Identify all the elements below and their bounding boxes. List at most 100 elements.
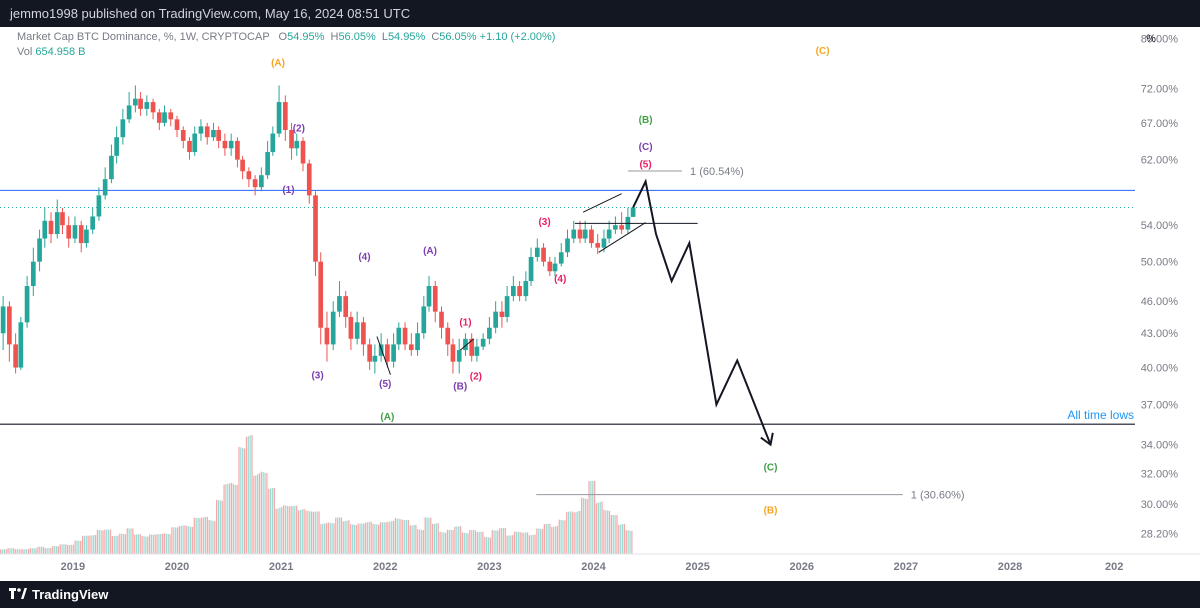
candle — [204, 122, 210, 145]
volume-label: Vol — [17, 46, 33, 58]
symbol-title[interactable]: Market Cap BTC Dominance, %, 1W, CRYPTOC… — [17, 31, 270, 43]
volume-bar — [42, 546, 45, 554]
volume-bar — [569, 511, 572, 554]
volume-bar — [577, 511, 579, 554]
volume-bar — [359, 523, 361, 554]
trendline[interactable] — [582, 193, 622, 213]
candle-body — [541, 247, 546, 262]
candle-body — [577, 229, 583, 239]
volume-bar — [487, 537, 490, 554]
trendline[interactable] — [376, 336, 391, 375]
volume-bar — [616, 514, 618, 554]
fib-levels[interactable]: 1 (60.54%) 1 (30.60%) — [536, 166, 965, 502]
trendline[interactable] — [459, 338, 475, 351]
percent-scale-button[interactable]: % — [1146, 33, 1156, 45]
volume-bar — [562, 520, 564, 554]
volume-bar — [229, 483, 231, 554]
candle-body — [54, 212, 60, 235]
candle — [114, 126, 119, 164]
volume-bar — [137, 534, 140, 554]
volume-bar — [325, 523, 328, 554]
volume-bar — [530, 535, 532, 554]
volume-bar — [93, 535, 95, 554]
volume-bar — [445, 532, 447, 554]
candle-body — [517, 286, 522, 297]
projection-line[interactable] — [632, 178, 772, 446]
candle — [432, 281, 438, 323]
ohlc-legend: Market Cap BTC Dominance, %, 1W, CRYPTOC… — [17, 31, 555, 43]
tradingview-logo-icon — [9, 588, 27, 599]
volume-bar — [608, 510, 611, 554]
volume-bar — [307, 510, 309, 554]
candle-body — [367, 344, 372, 362]
close-value: 56.05% — [439, 31, 477, 43]
volume-bar — [504, 527, 506, 554]
wave-label: (A) — [380, 412, 394, 423]
volume-bar — [458, 526, 460, 554]
candle — [150, 98, 156, 120]
candle — [343, 291, 349, 328]
volume-bar — [139, 534, 141, 554]
y-tick-label: 62.00% — [1141, 155, 1179, 167]
volume-bar — [219, 500, 221, 554]
volume-bar — [601, 501, 603, 554]
x-tick-label: 2023 — [477, 561, 501, 573]
candle-body — [565, 238, 570, 253]
candle-body — [109, 155, 114, 180]
wave-label: (B) — [639, 115, 653, 126]
y-tick-label: 32.00% — [1141, 468, 1179, 480]
volume-bar — [310, 511, 313, 554]
volume-bar — [16, 549, 19, 554]
candle-body — [487, 327, 492, 339]
volume-bar — [130, 528, 132, 554]
wave-label: (5) — [639, 159, 651, 170]
volume-bar — [510, 535, 512, 554]
volume-bar — [476, 532, 478, 554]
volume-bar — [150, 534, 153, 554]
candle — [499, 301, 505, 328]
volume-bar — [564, 520, 566, 554]
candle — [577, 220, 583, 244]
volume-bar — [55, 546, 58, 554]
volume-bar — [193, 517, 195, 554]
candle — [66, 216, 72, 248]
volume-bar — [57, 546, 59, 554]
candle — [133, 85, 138, 113]
volume-bar — [301, 509, 303, 554]
y-tick-label: 30.00% — [1141, 499, 1179, 511]
horizontal-lines[interactable]: 58.11%56.05%All time lows — [0, 182, 1188, 425]
candle — [180, 126, 186, 149]
volume-bar — [417, 529, 419, 554]
volume-bar — [426, 517, 428, 554]
candle-body — [180, 129, 186, 141]
all-time-lows-label: All time lows — [1067, 408, 1134, 422]
x-tick-label: 2019 — [61, 561, 85, 573]
candle — [306, 159, 312, 204]
volume-bar — [208, 519, 210, 554]
candle — [630, 207, 636, 217]
y-tick-label: 54.00% — [1141, 220, 1179, 232]
trendline[interactable] — [598, 222, 646, 253]
volume-bar — [631, 530, 633, 554]
volume-bar — [132, 528, 134, 554]
candle-body — [372, 355, 378, 362]
volume-bar — [72, 544, 74, 554]
volume-bar — [579, 510, 581, 554]
volume-bar — [551, 527, 553, 554]
drawing-structures[interactable] — [376, 193, 698, 375]
volume-bar — [331, 523, 333, 554]
candle-body — [361, 322, 366, 345]
volume-bar — [74, 540, 76, 554]
candle-body — [37, 238, 42, 262]
volume-bar — [629, 530, 631, 554]
price-scale[interactable] — [1135, 27, 1200, 581]
candle — [408, 333, 414, 356]
chart-panel[interactable] — [0, 27, 1200, 581]
volume-bar — [106, 529, 108, 554]
projection-path[interactable] — [632, 178, 774, 447]
volume-bar — [610, 515, 613, 554]
volume-bar — [175, 527, 177, 554]
volume-bar — [597, 502, 599, 554]
volume-bar — [80, 540, 82, 554]
